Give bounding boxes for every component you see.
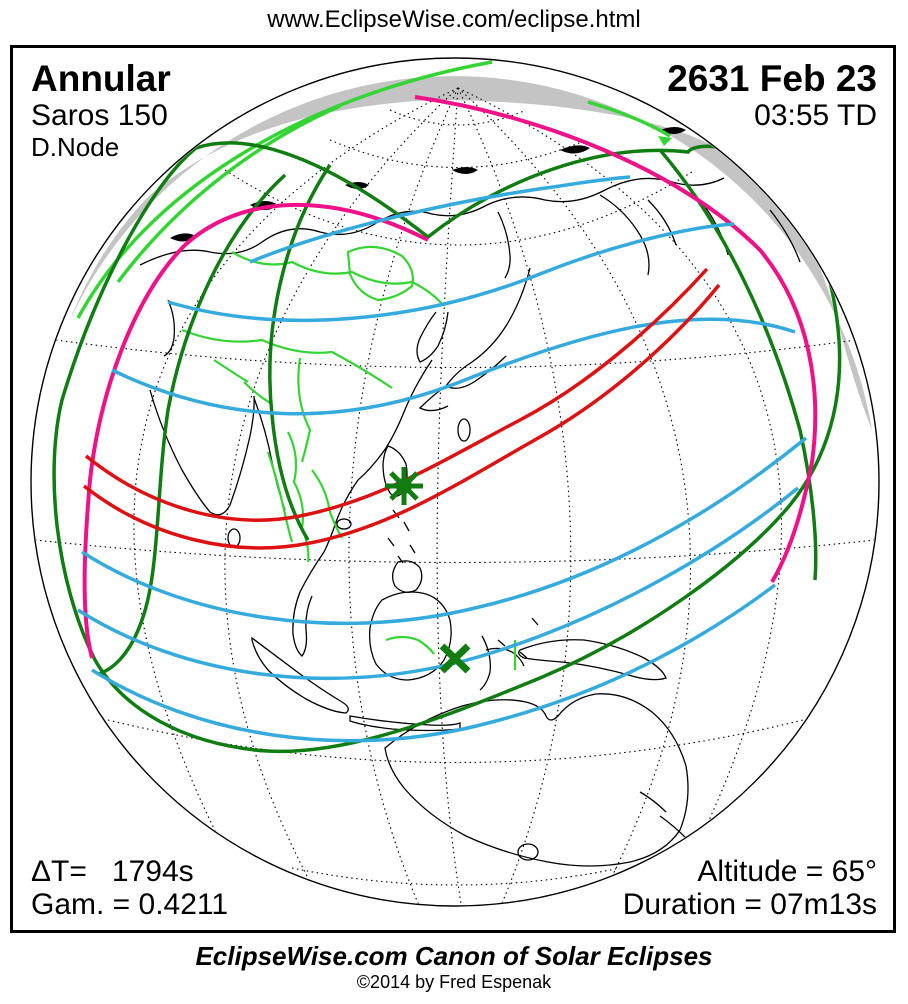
country-borders	[76, 60, 672, 670]
eclipse-time-label: 03:55 TD	[754, 99, 877, 133]
globe-disc	[31, 58, 879, 906]
greatest-eclipse-asterisk-icon	[385, 467, 423, 505]
eclipse-date-block: 2631 Feb 23 03:55 TD	[667, 58, 877, 133]
footer-copyright: ©2014 by Fred Espenak	[356, 972, 552, 992]
north-penumbra-limit-east	[414, 95, 818, 584]
eclipse-type-block: Annular Saros 150 D.Node	[31, 58, 171, 162]
footer-title: EclipseWise.com Canon of Solar Eclipses	[195, 941, 713, 971]
duration-label: Duration = 07m13s	[622, 888, 877, 922]
sunrise-curve-west-inner	[268, 164, 332, 541]
eclipse-type-label: Annular	[31, 58, 171, 99]
altitude-label: Altitude = 65°	[697, 854, 877, 888]
eclipse-date-label: 2631 Feb 23	[667, 58, 877, 99]
central-path-south-limit	[82, 283, 721, 550]
saros-label: Saros 150	[31, 99, 168, 133]
north-penumbra-limit-west	[82, 202, 429, 659]
sunrise-curve-west-outer	[97, 173, 287, 676]
globe-limb-circle	[30, 57, 880, 907]
node-label: D.Node	[31, 132, 120, 163]
header-url-text: www.EclipseWise.com/eclipse.html	[267, 6, 641, 33]
sunset-curve-east	[658, 148, 818, 581]
gamma-label: Gam. = 0.4211	[31, 888, 229, 922]
greatest-duration-x-icon	[439, 643, 471, 674]
delta-t-block: ΔT= 1794s Gam. = 0.4211	[31, 855, 228, 922]
time-contours	[77, 175, 808, 743]
eclipse-globe-map	[30, 57, 880, 907]
penumbral-limit-loop	[52, 141, 842, 754]
penumbral-limit-outline	[52, 141, 842, 754]
penumbra-limits-magenta	[82, 95, 818, 659]
delta-t-label: ΔT= 1794s	[31, 854, 194, 888]
eclipse-map-frame: Annular Saros 150 D.Node 2631 Feb 23 03:…	[10, 45, 896, 933]
altitude-block: Altitude = 65° Duration = 07m13s	[623, 855, 877, 922]
